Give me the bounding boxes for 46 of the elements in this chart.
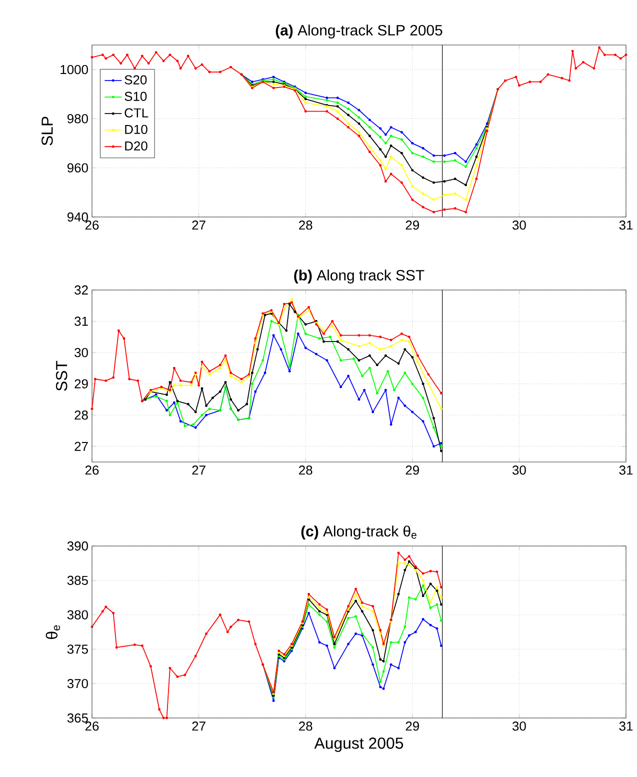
y-tick-label: 28 — [74, 410, 88, 420]
x-tick-label: 26 — [86, 722, 99, 731]
y-tick-label: 375 — [68, 644, 88, 654]
x-tick-label: 28 — [299, 466, 312, 475]
y-tick-label: 365 — [68, 713, 88, 723]
x-tick-label: 30 — [512, 722, 526, 731]
x-tick-label: 27 — [192, 722, 206, 731]
y-tick-label: 27 — [74, 442, 88, 451]
y-tick-label: 380 — [68, 610, 88, 620]
y-tick-label: 32 — [74, 285, 88, 295]
chart-title: (b) Along track SST — [294, 270, 424, 284]
x-tick-label: 27 — [192, 220, 206, 230]
legend-label: S10 — [124, 92, 147, 101]
y-tick-label: 370 — [68, 679, 88, 688]
y-tick-label: 31 — [74, 316, 88, 326]
x-axis-title: August 2005 — [314, 738, 404, 752]
y-tick-label: 1000 — [60, 64, 88, 74]
y-tick-label: 30 — [74, 348, 88, 358]
chart-title: (c) Along-track θ$_{e}$ — [302, 526, 417, 540]
x-tick-label: 30 — [512, 466, 526, 475]
legend-label: CTL — [124, 108, 148, 118]
x-tick-label: 31 — [620, 466, 633, 475]
x-tick-label: 27 — [192, 466, 206, 475]
y-tick-label: 385 — [68, 576, 88, 585]
legend-label: S20 — [124, 75, 147, 84]
y-tick-label: 960 — [68, 163, 88, 172]
x-tick-label: 28 — [299, 220, 312, 230]
y-axis-title: SST — [56, 360, 68, 391]
x-tick-label: 26 — [86, 220, 99, 230]
y-tick-label: 980 — [68, 114, 88, 124]
x-tick-label: 30 — [512, 220, 526, 230]
x-tick-label: 26 — [86, 466, 99, 475]
y-tick-label: 29 — [74, 379, 88, 388]
x-tick-label: 31 — [620, 220, 633, 230]
legend-label: D10 — [125, 124, 148, 134]
x-tick-label: 28 — [299, 722, 312, 731]
y-axis-title: θ$_{e}$ — [46, 625, 60, 639]
x-tick-label: 31 — [620, 722, 633, 731]
x-tick-label: 29 — [406, 722, 420, 731]
x-tick-label: 29 — [406, 466, 420, 475]
legend-label: D20 — [125, 141, 148, 151]
x-tick-label: 29 — [406, 220, 420, 230]
y-axis-title: SLP — [42, 116, 54, 146]
y-tick-label: 940 — [68, 212, 88, 222]
y-tick-label: 390 — [68, 541, 88, 551]
chart-title: (a) Along-track SLP 2005 — [276, 24, 442, 38]
